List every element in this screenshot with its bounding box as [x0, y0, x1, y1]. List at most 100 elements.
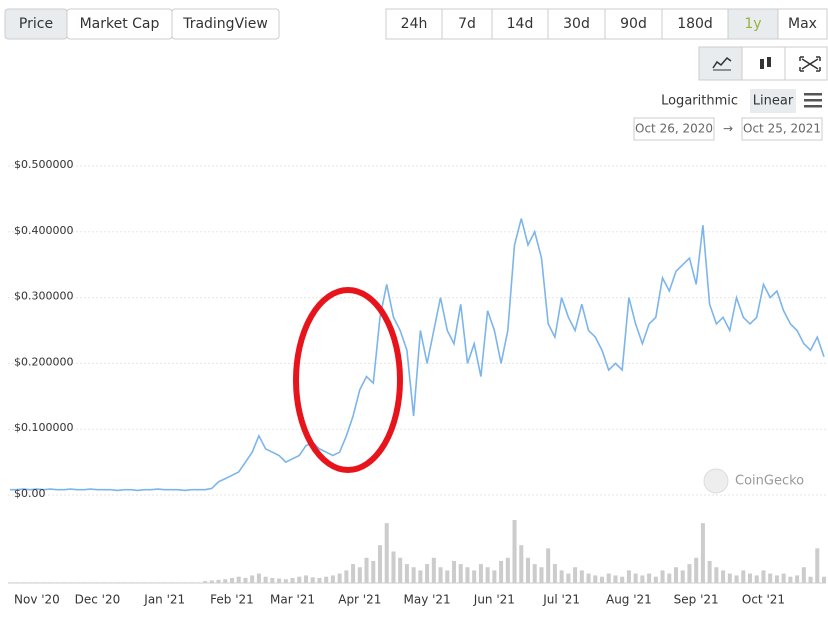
range-button[interactable]: [604, 8, 663, 40]
tab-label: TradingView: [182, 16, 268, 32]
volume-bar: [169, 582, 174, 583]
volume-bar: [673, 567, 679, 583]
volume-bar: [734, 575, 739, 583]
volume-bar: [552, 564, 557, 583]
volume-bar: [223, 579, 228, 583]
volume-bar: [525, 557, 531, 583]
date-to: Oct 25, 2021: [743, 122, 821, 136]
x-tick-label: Jun '21: [473, 593, 515, 607]
range-label: 30d: [563, 16, 590, 32]
volume-bar: [801, 567, 806, 583]
volume-bar: [61, 582, 66, 583]
volume-bar: [28, 582, 33, 583]
volume-bar: [371, 560, 376, 583]
tab-label: Market Cap: [80, 16, 160, 32]
volume-bar: [344, 570, 349, 583]
range-button[interactable]: [547, 8, 606, 40]
range-label: 1y: [744, 16, 761, 32]
volume-bar: [532, 564, 537, 583]
volume-bar: [747, 573, 753, 583]
x-tick-label: Jan '21: [143, 593, 185, 607]
x-tick-label: Dec '20: [75, 593, 121, 607]
volume-bar: [404, 564, 409, 583]
volume-bar: [283, 579, 288, 583]
volume-bar: [808, 576, 813, 583]
volume-bar: [492, 570, 497, 583]
line-chart-button[interactable]: [698, 46, 743, 81]
volume-bar: [425, 564, 430, 583]
volume-bar: [229, 577, 235, 583]
volume-bar: [418, 570, 423, 583]
volume-bar: [391, 551, 396, 583]
volume-bar: [377, 545, 383, 583]
volume-bar: [680, 570, 685, 583]
watermark: CoinGecko: [735, 474, 804, 489]
volume-bar: [458, 564, 463, 583]
volume-bar: [640, 575, 645, 583]
date-from: Oct 26, 2020: [635, 122, 713, 136]
volume-bar: [75, 582, 80, 583]
watermark-logo: [703, 468, 729, 494]
date-separator: →: [723, 122, 733, 136]
volume-bar: [330, 575, 335, 583]
volume-bar: [821, 576, 827, 583]
volume-bar: [788, 576, 793, 583]
candle-icon: [767, 57, 771, 67]
volume-bar: [694, 557, 699, 583]
volume-bar: [707, 560, 712, 583]
range-button[interactable]: [491, 8, 549, 40]
range-button[interactable]: [727, 8, 779, 40]
volume-bar: [499, 560, 504, 583]
x-tick-label: Mar '21: [270, 593, 315, 607]
range-button[interactable]: [441, 8, 493, 40]
volume-bar: [250, 575, 255, 583]
range-label: 7d: [458, 16, 476, 32]
range-label: Max: [788, 16, 817, 32]
volume-bar: [297, 576, 302, 583]
volume-bar: [203, 581, 208, 583]
range-label: 90d: [620, 16, 647, 32]
range-button[interactable]: [777, 8, 828, 40]
volume-bar: [41, 582, 46, 583]
tab-button[interactable]: [171, 8, 280, 40]
volume-bar: [566, 573, 571, 583]
menu-bar: [804, 93, 822, 96]
volume-bar: [384, 523, 389, 583]
volume-bar: [599, 576, 605, 583]
scale-option[interactable]: Linear: [753, 94, 794, 109]
volume-bar: [606, 573, 611, 583]
volume-bar: [754, 575, 759, 583]
volume-bar: [256, 573, 261, 583]
menu-button[interactable]: [804, 93, 822, 108]
date-input[interactable]: [741, 117, 823, 141]
volume-bar: [445, 570, 450, 583]
volume-bar: [122, 582, 127, 583]
volume-bar: [593, 575, 598, 583]
fullscreen-button[interactable]: [784, 46, 828, 81]
volume-bar: [310, 577, 315, 583]
x-tick-label: Aug '21: [606, 593, 652, 607]
menu-bar: [804, 105, 822, 108]
y-tick-label: $0.500000: [14, 158, 74, 171]
range-label: 14d: [507, 16, 534, 32]
volume-bar: [613, 575, 618, 583]
line-icon: [712, 56, 732, 69]
volume-bar: [626, 570, 631, 583]
x-tick-label: Apr '21: [338, 593, 381, 607]
scale-option[interactable]: Logarithmic: [661, 94, 738, 109]
volume-bar: [95, 582, 100, 583]
volume-bar: [620, 576, 625, 583]
volume-bar: [815, 548, 820, 583]
fullscreen-icon: [799, 56, 821, 72]
volume-bar: [774, 575, 779, 583]
volume-bar: [546, 548, 551, 583]
tab-label: Price: [19, 16, 53, 32]
volume-bar: [431, 557, 436, 583]
volume-bar: [182, 582, 187, 583]
date-input[interactable]: [633, 117, 715, 141]
volume-bar: [727, 573, 732, 583]
volume-bar: [351, 564, 356, 583]
volume-bar: [579, 570, 584, 583]
volume-bar: [505, 557, 510, 583]
volume-bar: [512, 520, 517, 583]
